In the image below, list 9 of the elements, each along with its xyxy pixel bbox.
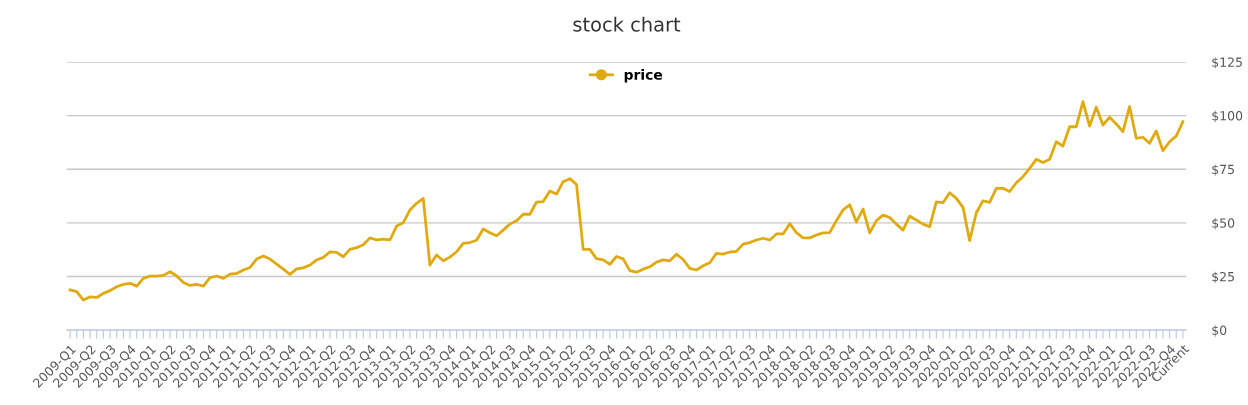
y-tick-label: $125 — [1212, 57, 1242, 69]
y-tick-label: $50 — [1212, 218, 1235, 230]
y-tick-label: $0 — [1212, 325, 1227, 337]
y-tick-label: $25 — [1212, 271, 1234, 284]
line-series — [68, 100, 1185, 302]
legend-label: price — [624, 69, 663, 83]
y-tick-label: $75 — [1212, 164, 1234, 176]
y-tick-label: $100 — [1212, 110, 1243, 123]
chart-title: stock chart — [573, 16, 681, 32]
